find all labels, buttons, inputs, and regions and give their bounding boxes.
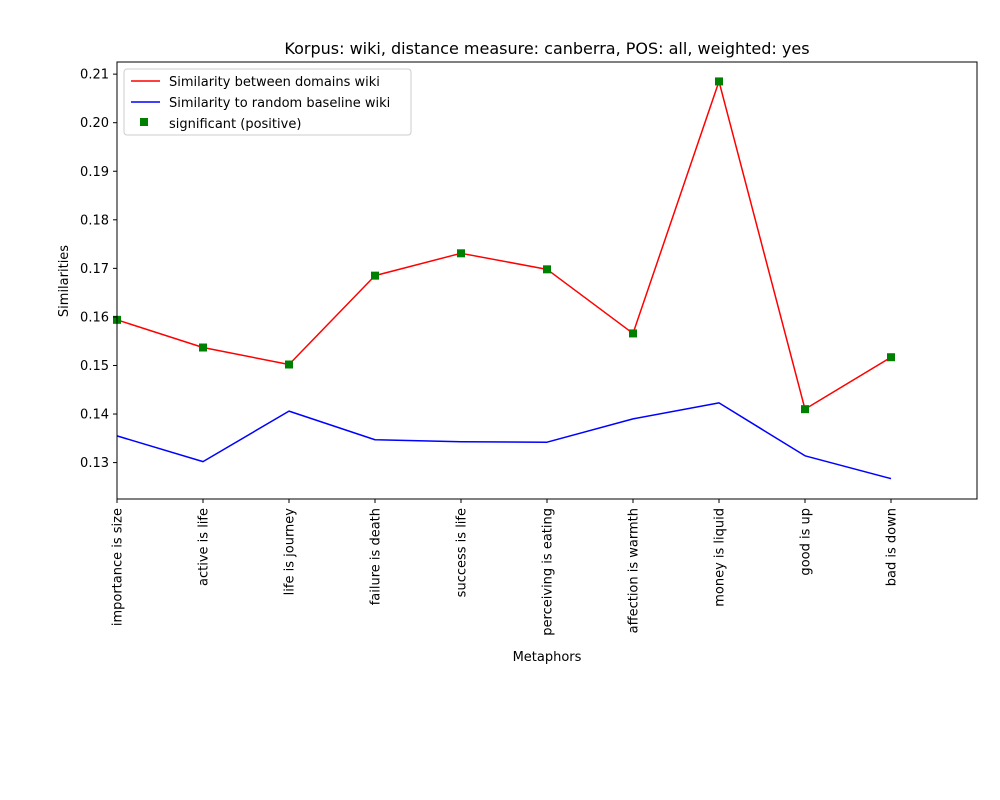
significant-point [371, 271, 379, 280]
significant-point [543, 265, 551, 274]
x-tick-label: life is journey [283, 508, 298, 596]
significant-point [199, 343, 207, 352]
series-1 [116, 402, 892, 480]
legend-box [123, 68, 412, 136]
legend-swatch-series-2 [140, 118, 148, 126]
x-tick-label: success is life [455, 508, 470, 597]
significant-point [457, 249, 465, 258]
y-axis-title: Similarities [57, 245, 72, 317]
y-tick-label: 0.20 [80, 116, 109, 131]
legend-label-series-0: Similarity between domains wiki [169, 75, 380, 90]
x-tick-label: perceiving is eating [541, 508, 556, 636]
x-axis: importance is size active is life life is … [111, 499, 900, 636]
y-tick-label: 0.16 [80, 310, 109, 325]
significant-point [285, 360, 293, 369]
legend-label-series-1: Similarity to random baseline wiki [169, 96, 390, 111]
y-tick-label: 0.13 [80, 456, 109, 471]
y-axis: 0.13 0.14 0.15 0.16 0.17 0.18 0.19 0.20 0.21 [80, 68, 117, 471]
y-tick-label: 0.17 [80, 262, 109, 277]
x-tick-label: money is liquid [713, 508, 728, 607]
chart-title: Korpus: wiki, distance measure: canberra… [284, 39, 809, 58]
significant-point [715, 77, 723, 86]
x-tick-label: importance is size [111, 508, 126, 626]
series-0 [116, 80, 892, 410]
y-tick-label: 0.19 [80, 165, 109, 180]
y-tick-label: 0.15 [80, 359, 109, 374]
y-tick-label: 0.14 [80, 408, 109, 423]
legend-label-series-2: significant (positive) [169, 117, 301, 132]
legend: Similarity between domains wiki Similari… [123, 68, 412, 136]
x-axis-title: Metaphors [513, 650, 582, 665]
significant-point [887, 353, 895, 362]
significant-point [801, 405, 809, 414]
x-tick-label: good is up [799, 508, 814, 576]
y-tick-label: 0.21 [80, 68, 109, 83]
significant-point [629, 329, 637, 338]
series-line-1 [116, 402, 892, 480]
x-tick-label: failure is death [369, 508, 384, 605]
x-tick-label: bad is down [885, 508, 900, 586]
x-tick-label: active is life [197, 508, 212, 586]
y-tick-label: 0.18 [80, 213, 109, 228]
x-tick-label: affection is warmth [627, 508, 642, 633]
series-line-0 [116, 80, 892, 410]
